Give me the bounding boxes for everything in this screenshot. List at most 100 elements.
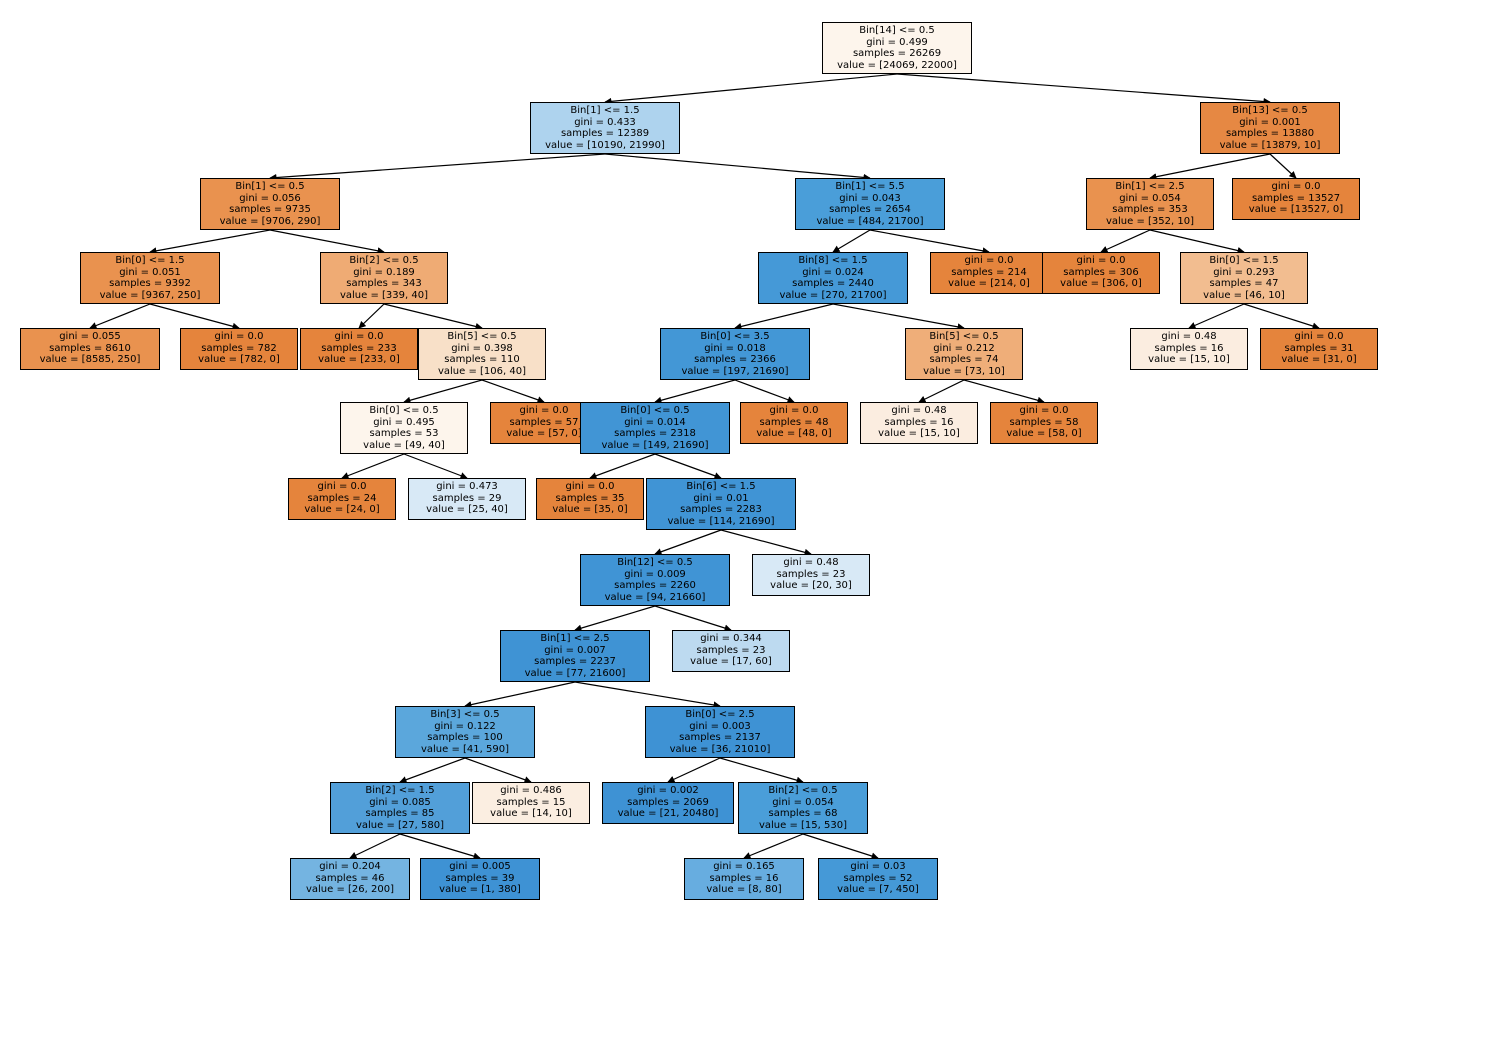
tree-node-line: value = [8585, 250]	[25, 354, 155, 366]
tree-node-line: Bin[1] <= 1.5	[535, 105, 675, 117]
tree-node-line: value = [24069, 22000]	[827, 60, 967, 72]
tree-edge	[605, 74, 897, 102]
tree-node: Bin[0] <= 1.5gini = 0.293samples = 47val…	[1180, 252, 1308, 304]
tree-node-line: value = [9367, 250]	[85, 290, 215, 302]
tree-edge	[400, 758, 465, 782]
tree-node: gini = 0.473samples = 29value = [25, 40]	[408, 478, 526, 520]
tree-node-line: samples = 2260	[585, 580, 725, 592]
tree-edge	[350, 834, 400, 858]
tree-edge	[735, 304, 833, 328]
tree-node-line: value = [49, 40]	[345, 440, 463, 452]
decision-tree-diagram: Bin[14] <= 0.5gini = 0.499samples = 2626…	[0, 0, 1504, 1051]
tree-node-line: value = [77, 21600]	[505, 668, 645, 680]
tree-node-line: value = [9706, 290]	[205, 216, 335, 228]
tree-edge	[655, 530, 721, 554]
tree-edge	[384, 304, 482, 328]
tree-node-line: Bin[0] <= 0.5	[345, 405, 463, 417]
tree-edge	[668, 758, 720, 782]
tree-node: Bin[0] <= 3.5gini = 0.018samples = 2366v…	[660, 328, 810, 380]
tree-node-line: value = [1, 380]	[425, 884, 535, 896]
tree-node-line: gini = 0.48	[1135, 331, 1243, 343]
tree-node-line: samples = 58	[995, 417, 1093, 429]
tree-node-line: value = [306, 0]	[1047, 278, 1155, 290]
tree-node: gini = 0.204samples = 46value = [26, 200…	[290, 858, 410, 900]
tree-node-line: value = [57, 0]	[495, 428, 593, 440]
tree-edge	[655, 454, 721, 478]
tree-node: gini = 0.0samples = 58value = [58, 0]	[990, 402, 1098, 444]
tree-node: gini = 0.0samples = 24value = [24, 0]	[288, 478, 396, 520]
tree-node-line: Bin[3] <= 0.5	[400, 709, 530, 721]
tree-node-line: samples = 68	[743, 808, 863, 820]
tree-node-line: Bin[6] <= 1.5	[651, 481, 791, 493]
tree-node: gini = 0.0samples = 48value = [48, 0]	[740, 402, 848, 444]
tree-node-line: samples = 26269	[827, 48, 967, 60]
tree-node-line: Bin[8] <= 1.5	[763, 255, 903, 267]
tree-node-line: Bin[12] <= 0.5	[585, 557, 725, 569]
tree-node-line: gini = 0.0	[1047, 255, 1155, 267]
tree-node: gini = 0.0samples = 13527value = [13527,…	[1232, 178, 1360, 220]
tree-node-line: samples = 16	[1135, 343, 1243, 355]
tree-node-line: gini = 0.014	[585, 417, 725, 429]
tree-edge	[833, 304, 964, 328]
tree-node-line: Bin[2] <= 0.5	[743, 785, 863, 797]
tree-node-line: samples = 2283	[651, 504, 791, 516]
tree-edge	[870, 230, 989, 252]
tree-node-line: samples = 100	[400, 732, 530, 744]
tree-node-line: samples = 2654	[800, 204, 940, 216]
tree-node-line: gini = 0.0	[185, 331, 293, 343]
tree-node-line: value = [41, 590]	[400, 744, 530, 756]
tree-node-line: samples = 15	[477, 797, 585, 809]
tree-edge	[655, 380, 735, 402]
tree-node-line: Bin[1] <= 2.5	[505, 633, 645, 645]
tree-node-line: gini = 0.0	[495, 405, 593, 417]
tree-node-line: gini = 0.018	[665, 343, 805, 355]
tree-node-line: value = [484, 21700]	[800, 216, 940, 228]
tree-node: gini = 0.0samples = 782value = [782, 0]	[180, 328, 298, 370]
tree-node-line: value = [48, 0]	[745, 428, 843, 440]
tree-node: gini = 0.0samples = 306value = [306, 0]	[1042, 252, 1160, 294]
tree-node: gini = 0.055samples = 8610value = [8585,…	[20, 328, 160, 370]
tree-node: Bin[0] <= 0.5gini = 0.014samples = 2318v…	[580, 402, 730, 454]
tree-node: gini = 0.0samples = 35value = [35, 0]	[536, 478, 644, 520]
tree-node-line: value = [73, 10]	[910, 366, 1018, 378]
tree-node: gini = 0.48samples = 16value = [15, 10]	[860, 402, 978, 444]
tree-node-line: gini = 0.056	[205, 193, 335, 205]
tree-node-line: gini = 0.0	[1237, 181, 1355, 193]
tree-node-line: value = [270, 21700]	[763, 290, 903, 302]
tree-edge	[1189, 304, 1244, 328]
tree-edge	[964, 380, 1044, 402]
tree-node-line: samples = 8610	[25, 343, 155, 355]
tree-node-line: Bin[1] <= 5.5	[800, 181, 940, 193]
tree-node: gini = 0.486samples = 15value = [14, 10]	[472, 782, 590, 824]
tree-node-line: samples = 110	[423, 354, 541, 366]
tree-node-line: value = [35, 0]	[541, 504, 639, 516]
tree-node-line: value = [114, 21690]	[651, 516, 791, 528]
tree-node-line: Bin[0] <= 2.5	[650, 709, 790, 721]
tree-node-line: gini = 0.03	[823, 861, 933, 873]
tree-node-line: value = [15, 10]	[865, 428, 973, 440]
tree-edge	[465, 758, 531, 782]
tree-edge	[720, 758, 803, 782]
tree-edge	[590, 454, 655, 478]
tree-node: Bin[1] <= 2.5gini = 0.054samples = 353va…	[1086, 178, 1214, 230]
tree-node-line: samples = 16	[689, 873, 799, 885]
tree-node: Bin[0] <= 0.5gini = 0.495samples = 53val…	[340, 402, 468, 454]
tree-edge	[404, 454, 467, 478]
tree-node-line: value = [15, 10]	[1135, 354, 1243, 366]
tree-node-line: samples = 52	[823, 873, 933, 885]
tree-edge	[400, 834, 480, 858]
tree-node-line: Bin[5] <= 0.5	[423, 331, 541, 343]
tree-node-line: gini = 0.024	[763, 267, 903, 279]
tree-node-line: samples = 46	[295, 873, 405, 885]
tree-node: gini = 0.03samples = 52value = [7, 450]	[818, 858, 938, 900]
tree-node-line: samples = 24	[293, 493, 391, 505]
tree-node-line: gini = 0.212	[910, 343, 1018, 355]
tree-node-line: samples = 85	[335, 808, 465, 820]
tree-node-line: value = [10190, 21990]	[535, 140, 675, 152]
tree-edge	[342, 454, 404, 478]
tree-node-line: value = [339, 40]	[325, 290, 443, 302]
tree-node-line: gini = 0.0	[745, 405, 843, 417]
tree-node: Bin[1] <= 2.5gini = 0.007samples = 2237v…	[500, 630, 650, 682]
tree-node-line: samples = 353	[1091, 204, 1209, 216]
tree-node: gini = 0.48samples = 16value = [15, 10]	[1130, 328, 1248, 370]
